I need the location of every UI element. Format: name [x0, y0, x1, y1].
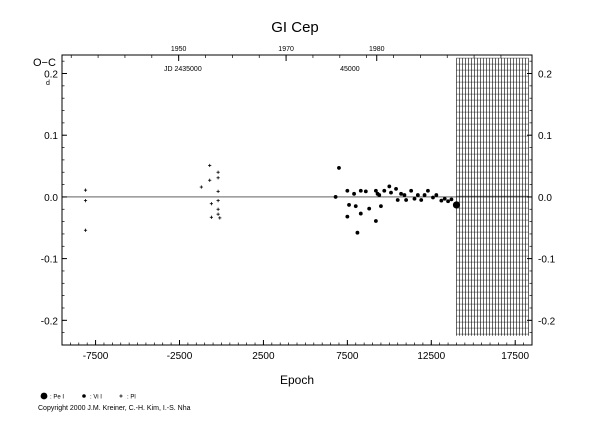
point-vi: [358, 211, 363, 216]
y-tick-label: 0.0: [44, 193, 58, 204]
point-vi: [426, 188, 430, 193]
x-ticks: -7500 -2500 2500 7500 12500 17500: [70, 340, 530, 362]
point-pl: [216, 199, 220, 203]
point-pl: [216, 207, 220, 211]
year-tick-label: 1980: [369, 46, 385, 53]
legend-label: : Vi I: [90, 395, 102, 401]
point-vi: [333, 195, 338, 199]
y-tick-label-right: 0.0: [538, 193, 552, 204]
top-axis-ticks: 1950 1970 1980 JD 2435000 45000: [70, 46, 502, 73]
jd-label: JD 2435000: [164, 66, 202, 73]
point-pl: [208, 178, 212, 182]
jd-label: 45000: [340, 66, 360, 73]
point-vi: [402, 193, 407, 197]
point-pl: [216, 170, 220, 174]
point-vi: [382, 188, 387, 193]
point-vi: [404, 198, 409, 202]
y-axis-unit-top: d: [46, 80, 50, 87]
point-pl: [216, 176, 220, 180]
point-vi: [394, 186, 398, 191]
point-vi: [439, 198, 444, 203]
point-pl: [218, 216, 222, 220]
y-tick-label-right: -0.1: [538, 255, 556, 266]
x-tick-label: 17500: [501, 351, 529, 362]
point-pl: [209, 202, 213, 206]
y-tick-label: 0.2: [44, 70, 58, 81]
y-tick-label-right: -0.2: [538, 316, 556, 327]
point-pl: [208, 163, 212, 168]
point-vi: [434, 193, 439, 197]
point-pl: [216, 189, 220, 193]
y-axis-label: O−C: [33, 57, 56, 69]
point-vi: [355, 230, 360, 235]
x-tick-label: 2500: [252, 351, 275, 362]
point-vi: [358, 188, 363, 193]
x-axis-label: Epoch: [280, 373, 314, 387]
legend-symbol-vi: [82, 394, 86, 398]
y-tick-label-right: 0.2: [538, 70, 552, 81]
point-vi: [353, 204, 358, 209]
legend-symbol-pe: [40, 392, 48, 400]
point-vi: [379, 204, 383, 209]
point-pl: [216, 212, 220, 216]
point-vi: [409, 188, 414, 193]
point-pl: [209, 215, 213, 219]
y-tick-label: -0.1: [41, 255, 59, 266]
y-tick-label: 0.1: [44, 131, 58, 142]
legend-label: : Pl: [127, 395, 136, 401]
point-pl: [199, 185, 203, 189]
plot-frame: [61, 54, 533, 346]
chart-title: GI Cep: [271, 19, 319, 36]
point-vi: [419, 198, 424, 202]
point-vi: [446, 199, 450, 204]
point-pl: [83, 188, 88, 192]
point-vi: [412, 196, 417, 201]
point-vi: [395, 198, 400, 202]
point-vi: [399, 191, 403, 196]
y-tick-label-right: 0.1: [538, 131, 552, 142]
point-vi: [387, 184, 392, 189]
point-vi: [422, 193, 427, 197]
data-points: [83, 163, 461, 235]
point-vi: [345, 188, 350, 193]
point-vi: [352, 191, 356, 196]
point-vi: [363, 189, 368, 194]
point-vi: [373, 188, 378, 193]
copyright-text: Copyright 2000 J.M. Kreiner, C.-H. Kim, …: [38, 405, 191, 412]
year-tick-label: 1970: [278, 46, 294, 53]
point-pl: [83, 199, 88, 203]
point-vi: [389, 190, 393, 195]
x-tick-label: -2500: [167, 351, 193, 362]
point-pl: [83, 228, 88, 232]
x-tick-label: 7500: [336, 351, 359, 362]
point-pe: [452, 201, 461, 209]
point-vi: [431, 195, 435, 200]
x-tick-label: -7500: [83, 351, 109, 362]
x-tick-label: 12500: [417, 351, 445, 362]
legend: : Pe I : Vi I : Pl: [40, 392, 136, 401]
point-vi: [345, 214, 350, 219]
y-ticks: 0.2 0.2 0.1 0.1 0.0 0.0 -0.1 -0.1 -0.2 -0.2: [41, 60, 556, 346]
legend-label: : Pe I: [50, 395, 64, 401]
point-vi: [367, 206, 372, 211]
year-tick-label: 1950: [171, 46, 187, 53]
point-vi: [377, 193, 382, 197]
point-vi: [373, 219, 378, 223]
point-vi: [337, 166, 341, 170]
point-vi: [415, 193, 420, 197]
point-vi: [442, 196, 447, 201]
point-vi: [449, 197, 454, 202]
point-vi: [347, 203, 351, 207]
y-tick-label: -0.2: [41, 316, 59, 327]
